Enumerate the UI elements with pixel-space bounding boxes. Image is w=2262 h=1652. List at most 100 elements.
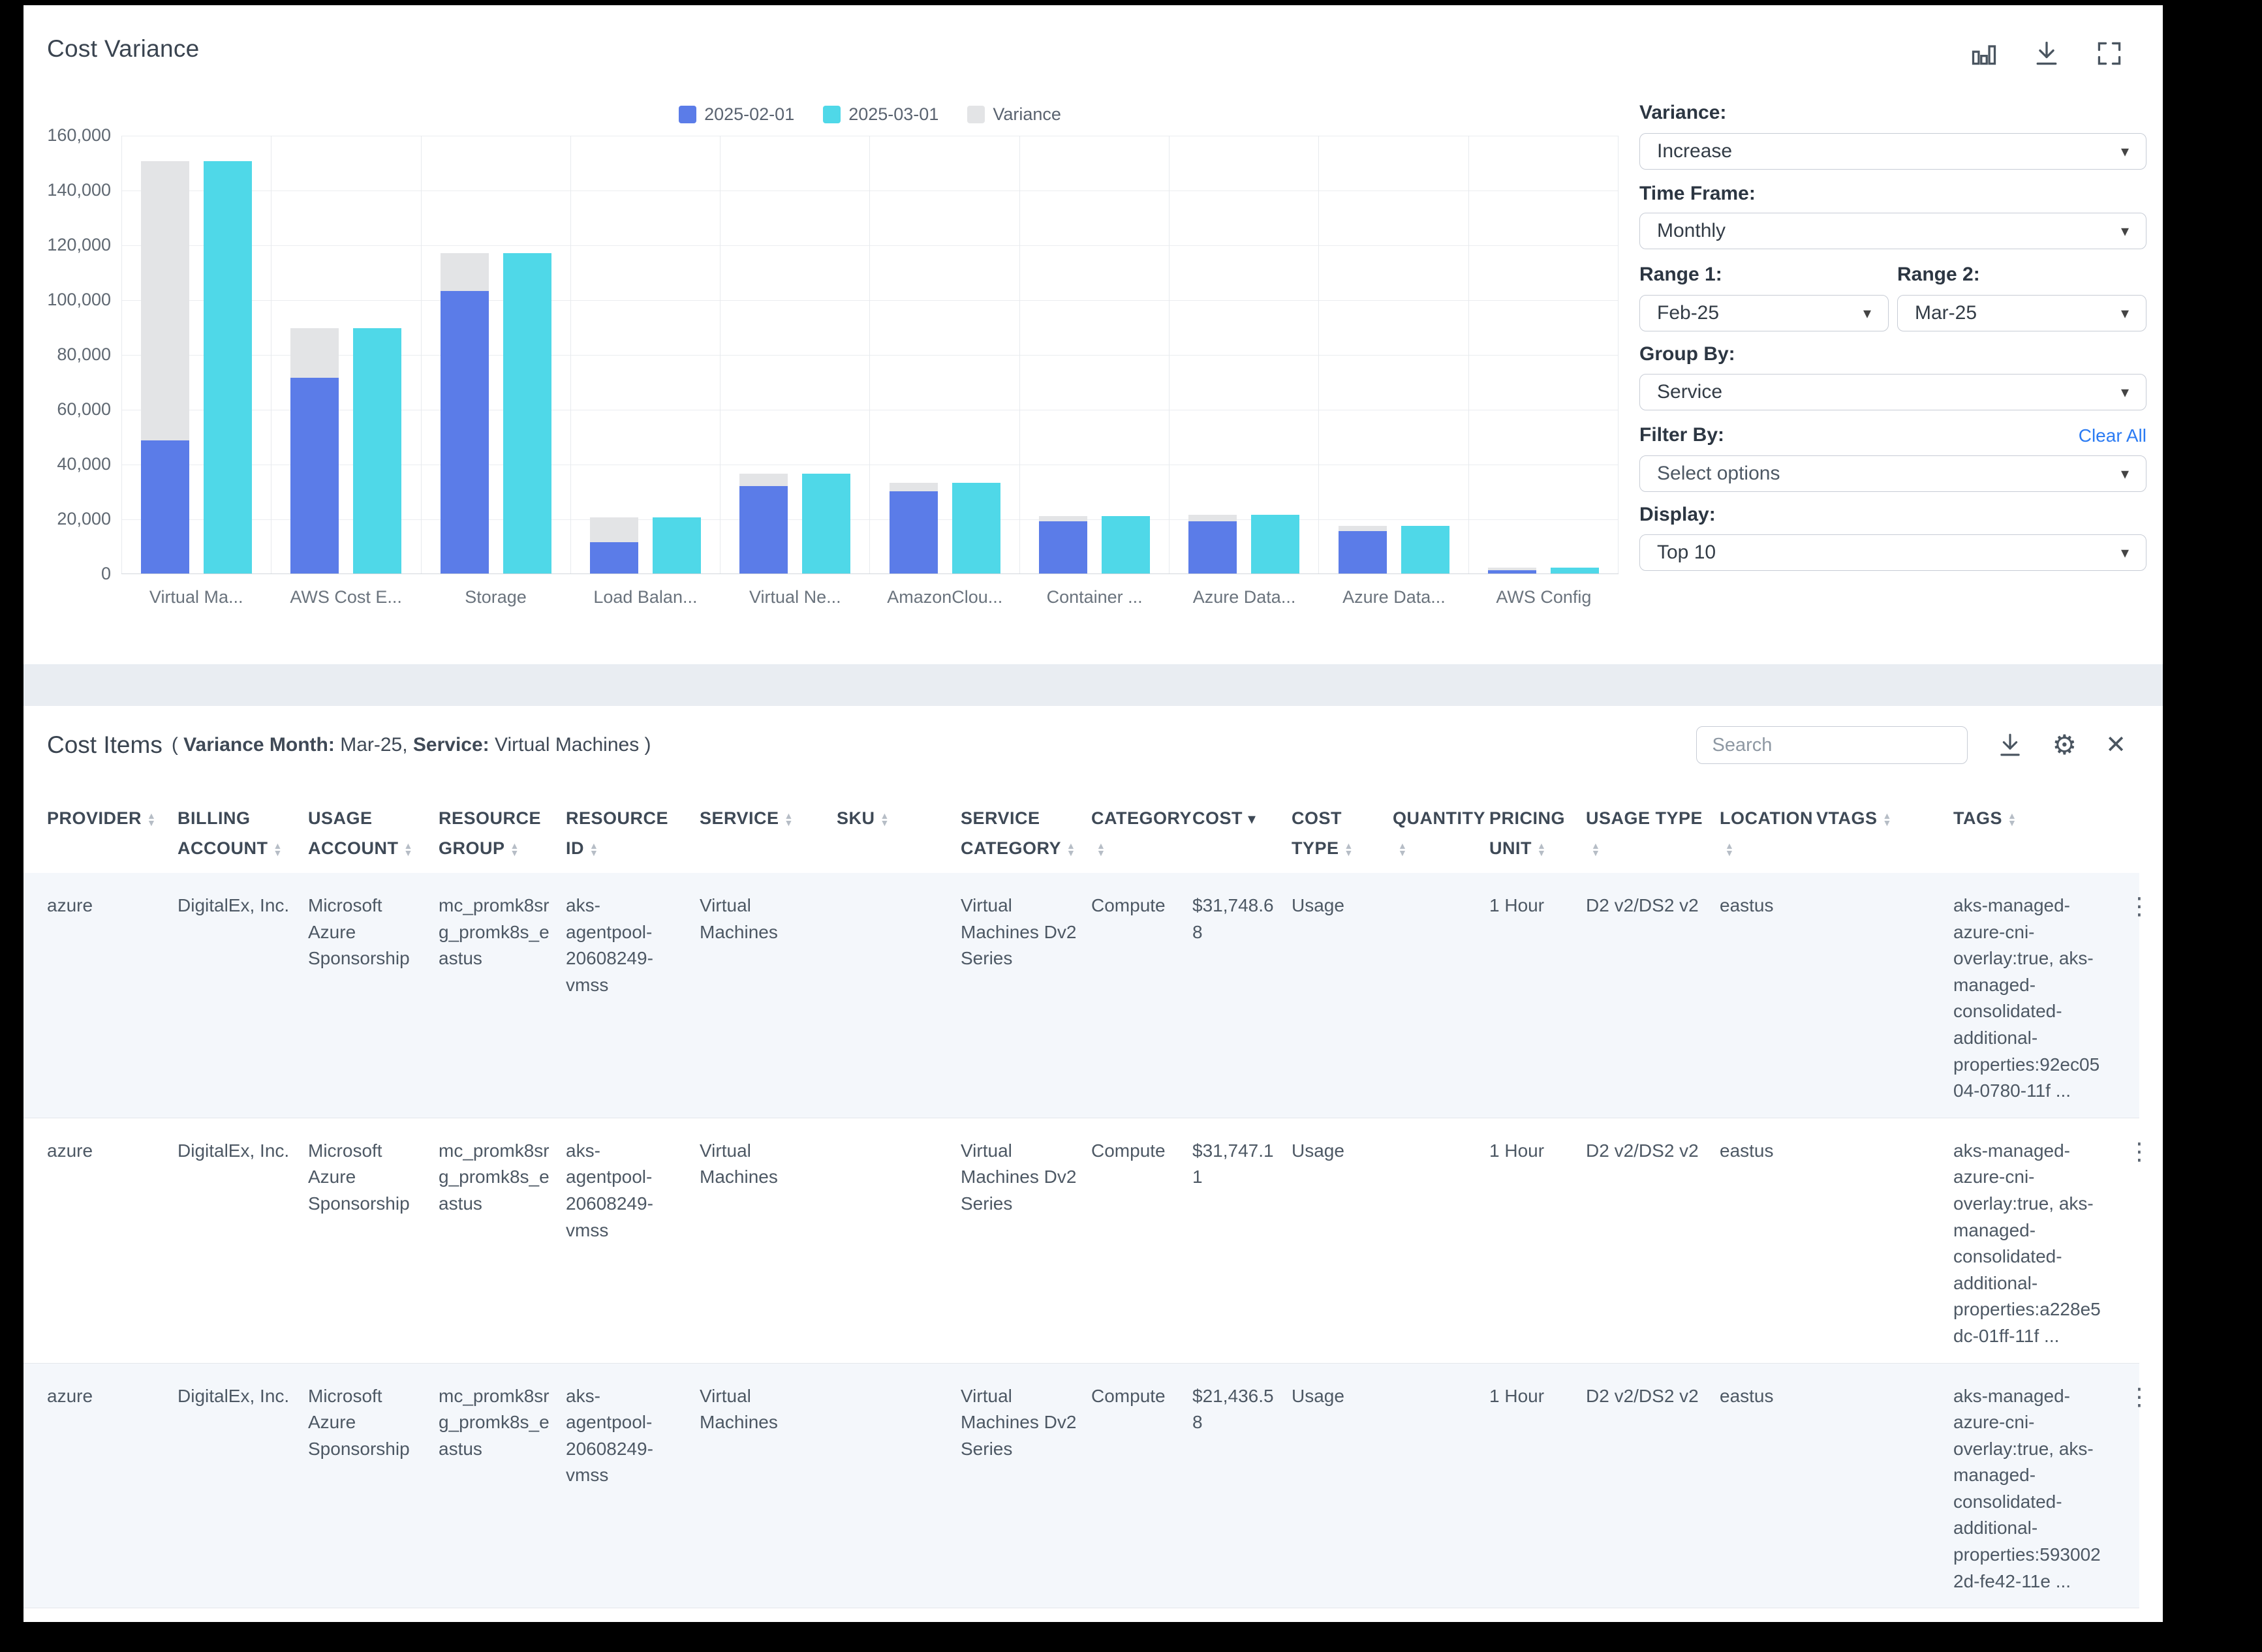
feb-bar-wrap bbox=[141, 136, 190, 574]
mar-bar[interactable] bbox=[1550, 567, 1599, 574]
filterby-dropdown[interactable]: Select options ▾ bbox=[1639, 455, 2146, 492]
column-header-cost_type[interactable]: COST TYPE ▲ ▼ bbox=[1292, 788, 1393, 880]
column-label: PROVIDER bbox=[47, 808, 142, 828]
x-axis-labels: Virtual Ma... AWS Cost E... Storage Load Ba… bbox=[121, 587, 1619, 607]
clear-all-link[interactable]: Clear All bbox=[2078, 425, 2146, 446]
row-menu-icon[interactable]: ⋮ bbox=[2128, 893, 2151, 919]
sort-desc-icon[interactable]: ▾ bbox=[1248, 810, 1256, 828]
column-header-pricing_unit[interactable]: PRICING UNIT ▲ ▼ bbox=[1489, 788, 1586, 880]
sort-icon[interactable]: ▲ ▼ bbox=[1344, 840, 1354, 858]
sort-icon[interactable]: ▲ ▼ bbox=[1096, 840, 1106, 858]
bar-group-Virtual Ma... bbox=[121, 136, 271, 574]
feb-bar[interactable] bbox=[739, 485, 788, 574]
row-menu-icon[interactable]: ⋮ bbox=[2120, 1608, 2159, 1622]
cell-service_category: Virtual Machines Dv2 Series bbox=[961, 1385, 1077, 1459]
display-dropdown[interactable]: Top 10 ▾ bbox=[1639, 534, 2146, 571]
mar-bar[interactable] bbox=[1251, 514, 1300, 574]
feb-bar-wrap bbox=[1487, 136, 1536, 574]
sort-icon[interactable]: ▲ ▼ bbox=[403, 840, 413, 858]
column-header-cost[interactable]: COST ▾ bbox=[1192, 788, 1292, 849]
download-chart-icon[interactable] bbox=[2032, 39, 2061, 68]
feb-bar[interactable] bbox=[590, 542, 639, 574]
legend-label: Variance bbox=[993, 104, 1061, 124]
sort-icon[interactable]: ▲ ▼ bbox=[1398, 840, 1408, 858]
column-header-resource_id[interactable]: RESOURCE ID ▲ ▼ bbox=[566, 788, 700, 880]
cell-cost_type: Usage bbox=[1292, 895, 1344, 915]
cell-sku bbox=[837, 1364, 961, 1396]
column-header-location[interactable]: LOCATION ▲ ▼ bbox=[1720, 788, 1816, 880]
column-header-tags[interactable]: TAGS ▲ ▼ bbox=[1953, 788, 2120, 849]
column-header-category[interactable]: CATEGORY ▲ ▼ bbox=[1091, 788, 1192, 880]
column-header-quantity[interactable]: QUANTITY ▲ ▼ bbox=[1393, 788, 1489, 880]
download-table-icon[interactable] bbox=[1996, 731, 2024, 759]
mar-bar[interactable] bbox=[503, 252, 551, 574]
sort-icon[interactable]: ▲ ▼ bbox=[1066, 840, 1076, 858]
feb-bar[interactable] bbox=[1038, 521, 1087, 574]
mar-bar[interactable] bbox=[952, 483, 1000, 574]
feb-bar[interactable] bbox=[141, 440, 190, 574]
legend-label: 2025-03-01 bbox=[848, 104, 939, 124]
sort-icon[interactable]: ▲ ▼ bbox=[589, 840, 599, 858]
feb-bar[interactable] bbox=[1338, 530, 1387, 574]
chevron-down-icon: ▾ bbox=[2120, 383, 2129, 401]
legend-item-Variance[interactable]: Variance bbox=[967, 104, 1061, 125]
row-menu-icon[interactable]: ⋮ bbox=[2128, 1383, 2151, 1410]
x-axis-label: AWS Cost E... bbox=[290, 587, 402, 607]
column-header-usage_account[interactable]: USAGE ACCOUNT ▲ ▼ bbox=[308, 788, 439, 880]
mar-bar[interactable] bbox=[1101, 515, 1150, 574]
feb-bar[interactable] bbox=[290, 377, 339, 574]
close-icon[interactable]: ✕ bbox=[2105, 731, 2126, 759]
mar-bar[interactable] bbox=[653, 517, 702, 574]
chart-type-icon[interactable] bbox=[1970, 39, 1998, 68]
feb-bar[interactable] bbox=[440, 291, 489, 574]
feb-bar-wrap bbox=[290, 136, 339, 574]
column-header-vtags[interactable]: VTAGS ▲ ▼ bbox=[1816, 788, 1953, 849]
sort-icon[interactable]: ▲ ▼ bbox=[784, 810, 794, 828]
column-header-service[interactable]: SERVICE ▲ ▼ bbox=[700, 788, 837, 849]
mar-bar[interactable] bbox=[1401, 525, 1449, 574]
mar-bar[interactable] bbox=[802, 473, 851, 574]
column-header-provider[interactable]: PROVIDER ▲ ▼ bbox=[47, 788, 178, 849]
legend-item-2025-03-01[interactable]: 2025-03-01 bbox=[823, 104, 938, 125]
sort-icon[interactable]: ▲ ▼ bbox=[1882, 810, 1892, 828]
range2-dropdown[interactable]: Mar-25 ▾ bbox=[1897, 295, 2146, 331]
sort-icon[interactable]: ▲ ▼ bbox=[2007, 810, 2017, 828]
sort-icon[interactable]: ▲ ▼ bbox=[880, 810, 890, 828]
mar-bar[interactable] bbox=[353, 328, 402, 574]
column-header-resource_group[interactable]: RESOURCE GROUP ▲ ▼ bbox=[439, 788, 566, 880]
cell-cost: $31,748.68 bbox=[1192, 895, 1274, 942]
gear-icon[interactable]: ⚙ bbox=[2052, 729, 2077, 760]
timeframe-dropdown[interactable]: Monthly ▾ bbox=[1639, 213, 2146, 249]
sort-icon[interactable]: ▲ ▼ bbox=[1591, 840, 1601, 858]
feb-bar-wrap bbox=[1188, 136, 1237, 574]
sort-icon[interactable]: ▲ ▼ bbox=[1537, 840, 1547, 858]
mar-bar[interactable] bbox=[204, 161, 253, 574]
legend-item-2025-02-01[interactable]: 2025-02-01 bbox=[679, 104, 794, 125]
cell-vtags bbox=[1816, 1608, 1953, 1622]
column-header-sku[interactable]: SKU ▲ ▼ bbox=[837, 788, 961, 849]
column-header-usage_type[interactable]: USAGE TYPE ▲ ▼ bbox=[1586, 788, 1720, 880]
range1-dropdown[interactable]: Feb-25 ▾ bbox=[1639, 295, 1889, 331]
sort-icon[interactable]: ▲ ▼ bbox=[510, 840, 519, 858]
fullscreen-icon[interactable] bbox=[2095, 39, 2124, 68]
chevron-down-icon: ▾ bbox=[2120, 304, 2129, 322]
row-menu-icon[interactable]: ⋮ bbox=[2128, 1137, 2151, 1165]
groupby-dropdown[interactable]: Service ▾ bbox=[1639, 374, 2146, 410]
variance-dropdown[interactable]: Increase ▾ bbox=[1639, 133, 2146, 170]
search-input[interactable] bbox=[1696, 726, 1968, 764]
sort-icon[interactable]: ▲ ▼ bbox=[273, 840, 283, 858]
feb-bar[interactable] bbox=[889, 491, 938, 574]
feb-bar[interactable] bbox=[1188, 521, 1237, 574]
x-axis-label: Azure Data... bbox=[1342, 587, 1446, 607]
chevron-down-icon: ▾ bbox=[2120, 142, 2129, 161]
sort-icon[interactable]: ▲ ▼ bbox=[1725, 840, 1735, 858]
bar-group-Azure Data... bbox=[1318, 136, 1468, 574]
column-header-billing_account[interactable]: BILLING ACCOUNT ▲ ▼ bbox=[178, 788, 308, 880]
feb-bar[interactable] bbox=[1487, 570, 1536, 574]
column-header-service_category[interactable]: SERVICE CATEGORY ▲ ▼ bbox=[961, 788, 1091, 880]
sort-icon[interactable]: ▲ ▼ bbox=[147, 810, 157, 828]
